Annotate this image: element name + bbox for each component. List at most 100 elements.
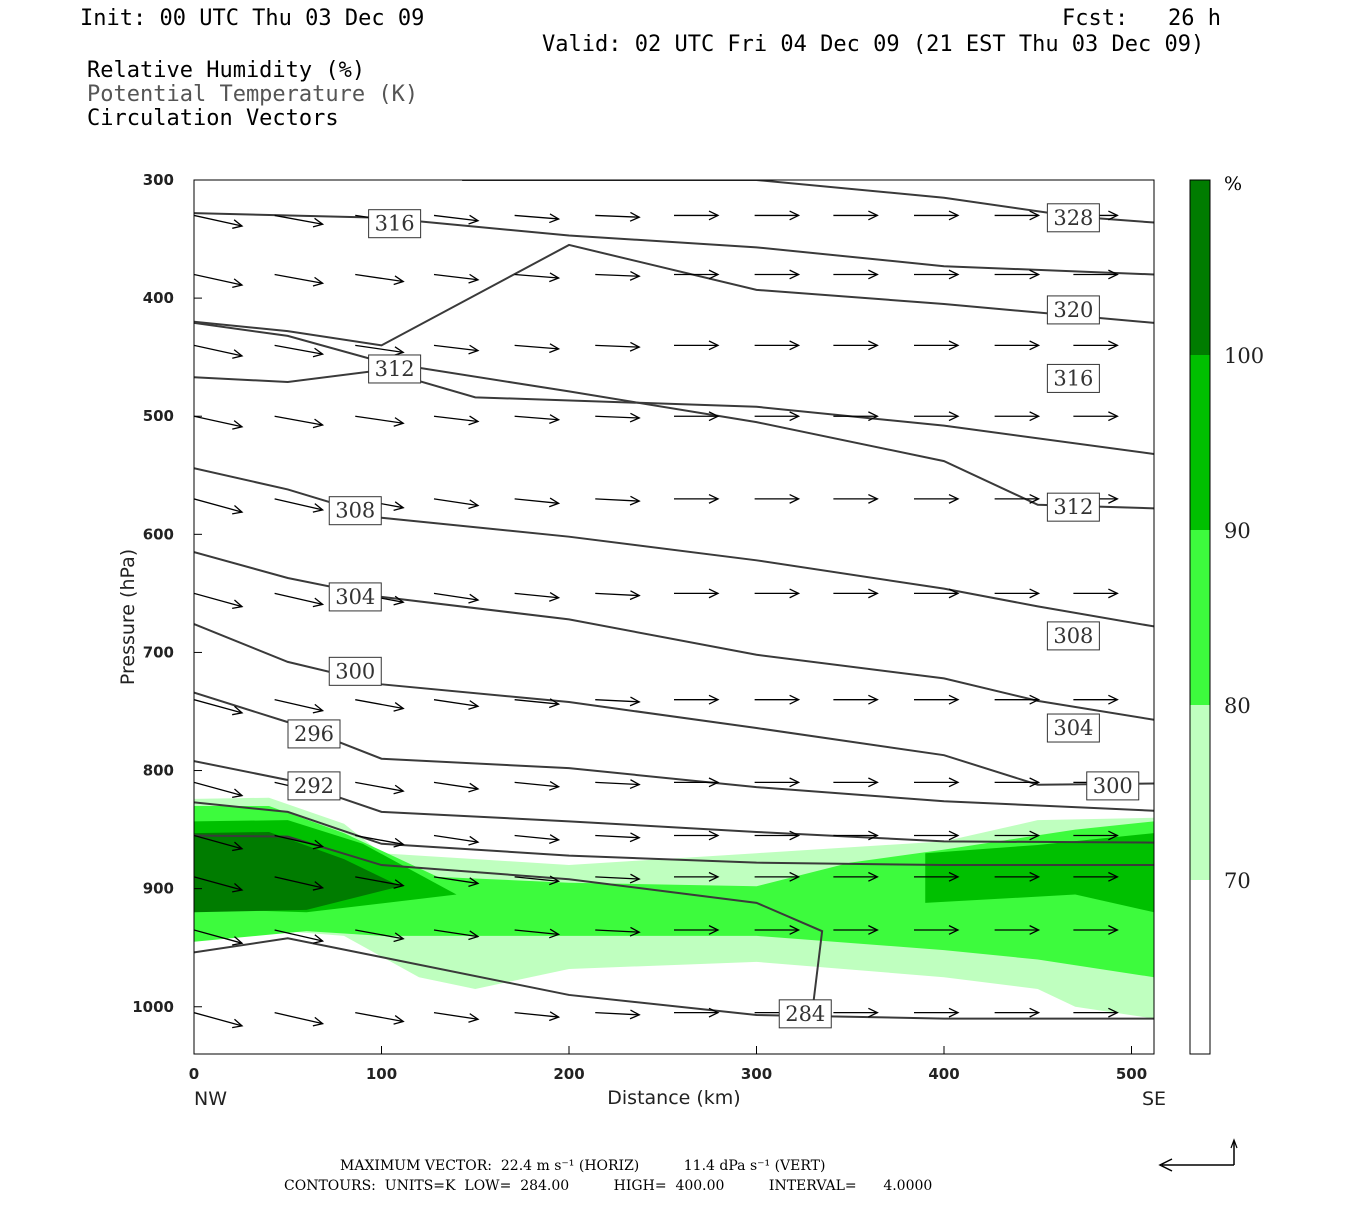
- svg-text:304: 304: [1053, 716, 1093, 740]
- vector-arrow-87: [433, 781, 480, 793]
- theta-contour-3: [194, 369, 1154, 456]
- vector-arrow-137: [595, 1009, 641, 1020]
- vector-arrow-28: [514, 343, 561, 354]
- x-tick-label-4: 400: [928, 1065, 959, 1083]
- colorbar-label-100: 100: [1224, 344, 1264, 368]
- vector-arrow-141: [914, 1007, 960, 1018]
- vector-arrow-114: [674, 871, 720, 882]
- vector-arrow-58: [994, 493, 1041, 504]
- svg-text:312: 312: [1053, 495, 1093, 519]
- vector-arrow-35: [1073, 340, 1119, 351]
- vector-arrow-143: [1073, 1007, 1119, 1018]
- vector-arrow-66: [674, 588, 720, 599]
- vector-arrow-128: [833, 925, 879, 935]
- colorbar-swatch-0: [1190, 180, 1210, 355]
- colorbar-swatch-2: [1190, 530, 1210, 705]
- y-tick-label-7: 1000: [132, 998, 174, 1016]
- vector-arrow-115: [754, 871, 801, 882]
- vector-arrow-113: [595, 873, 641, 884]
- contour-label-9: 300: [328, 656, 382, 686]
- y-tick-label-4: 700: [143, 643, 174, 661]
- circulation-vectors: [194, 210, 1119, 1029]
- vector-arrow-31: [754, 340, 801, 351]
- contour-label-8: 308: [1046, 621, 1100, 651]
- vector-arrow-52: [514, 497, 561, 508]
- x-end-label-se: SE: [1142, 1088, 1166, 1110]
- vector-arrow-135: [433, 1012, 480, 1023]
- vector-arrow-70: [994, 588, 1041, 599]
- vector-arrow-97: [274, 834, 325, 850]
- vector-arrow-76: [514, 698, 561, 709]
- vector-arrow-5: [595, 211, 641, 222]
- vector-arrow-65: [595, 590, 641, 601]
- theta-contour-4: [194, 321, 1154, 510]
- vector-arrow-12: [194, 273, 244, 288]
- vector-arrow-108: [194, 876, 244, 893]
- contour-label-1: 328: [1046, 203, 1100, 233]
- vector-arrow-99: [433, 834, 480, 846]
- vector-arrow-123: [433, 929, 480, 941]
- colorbar-unit: %: [1224, 173, 1242, 195]
- svg-text:308: 308: [1053, 624, 1093, 648]
- vector-arrow-98: [355, 834, 405, 848]
- vector-arrow-79: [754, 694, 801, 705]
- vector-arrow-29: [595, 341, 641, 352]
- theta-contour-6: [194, 551, 1154, 721]
- vector-arrow-89: [595, 779, 641, 790]
- vector-arrow-126: [674, 925, 720, 935]
- vector-arrow-32: [833, 340, 879, 351]
- vector-arrow-129: [914, 925, 960, 935]
- vector-arrow-16: [514, 272, 561, 283]
- theta-contour-1: [194, 212, 1154, 276]
- vector-arrow-19: [754, 269, 801, 280]
- contour-label-13: 300: [1086, 771, 1140, 801]
- vector-arrow-26: [355, 344, 405, 357]
- contour-label-5: 312: [1046, 492, 1100, 522]
- forecast-hour-label: Fcst: 26 h: [1062, 6, 1221, 31]
- theta-contour-2: [194, 243, 1154, 347]
- y-tick-label-6: 900: [143, 880, 174, 898]
- vector-arrow-110: [355, 876, 405, 889]
- vector-arrow-81: [914, 694, 960, 705]
- vector-arrow-132: [194, 1012, 244, 1029]
- vector-arrow-80: [833, 694, 879, 705]
- vector-arrow-1: [274, 214, 325, 228]
- vector-arrow-30: [674, 340, 720, 351]
- contour-label-10: 296: [287, 719, 341, 749]
- vector-arrow-40: [514, 414, 561, 424]
- y-tick-label-0: 300: [143, 171, 174, 189]
- vector-arrow-107: [1073, 830, 1119, 841]
- vector-arrow-72: [194, 699, 244, 716]
- x-axis-title: Distance (km): [607, 1087, 740, 1109]
- vector-arrow-14: [355, 273, 405, 286]
- vector-arrow-51: [433, 498, 480, 510]
- vector-arrow-9: [914, 210, 960, 221]
- theta-contour-7: [194, 623, 1154, 786]
- contour-label-0: 316: [368, 209, 422, 239]
- y-tick-label-5: 800: [143, 762, 174, 780]
- vector-arrow-102: [674, 830, 720, 841]
- field-potential-temperature: Potential Temperature (K): [87, 82, 418, 107]
- contour-label-7: 304: [328, 582, 382, 612]
- vector-arrow-90: [674, 777, 720, 788]
- plot-area: 316 328 320 312 316 312 308 304 308 300 296 304 292 3…: [132, 171, 1155, 1083]
- vector-arrow-56: [833, 493, 879, 504]
- svg-text:284: 284: [785, 1002, 825, 1026]
- contour-labels: 316 328 320 312 316 312 308 304 308 300 296 304 292 3…: [287, 203, 1140, 1029]
- vector-arrow-117: [914, 871, 960, 882]
- colorbar-label-80: 80: [1224, 694, 1251, 718]
- svg-text:312: 312: [375, 357, 415, 381]
- vector-arrow-75: [433, 699, 480, 710]
- contour-label-3: 312: [368, 354, 422, 384]
- vector-arrow-122: [355, 929, 405, 943]
- vector-arrow-49: [274, 498, 325, 513]
- vector-arrow-88: [514, 780, 561, 791]
- vector-arrow-34: [994, 340, 1041, 351]
- vector-arrow-103: [754, 830, 801, 841]
- valid-time-label: Valid: 02 UTC Fri 04 Dec 09 (21 EST Thu …: [542, 32, 1204, 57]
- vector-arrow-63: [433, 592, 480, 604]
- vector-arrow-10: [994, 210, 1041, 221]
- colorbar-swatch-4: [1190, 880, 1210, 1054]
- vector-arrow-138: [674, 1007, 720, 1018]
- theta-contour-5: [194, 467, 1154, 628]
